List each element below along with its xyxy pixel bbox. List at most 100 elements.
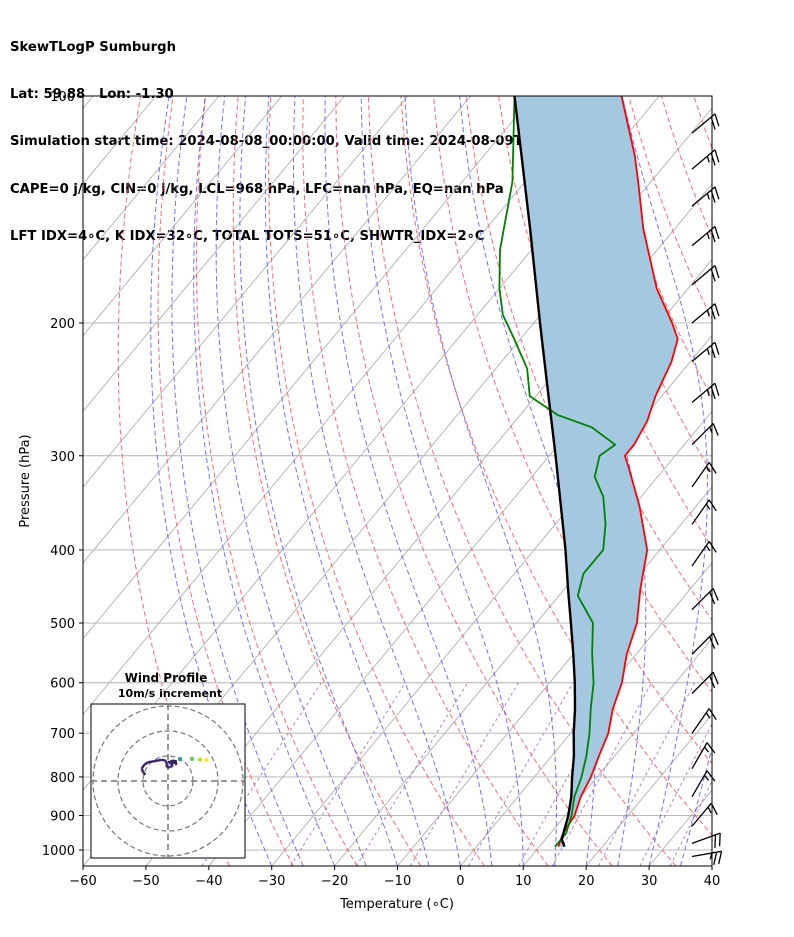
moist-adiabat <box>404 96 557 866</box>
hodograph-subtitle: 10m/s increment <box>118 687 222 700</box>
hodograph-ring <box>92 705 244 857</box>
hodograph-inset: Wind Profile 10m/s increment <box>90 671 246 859</box>
mixing-ratio-line <box>468 682 574 866</box>
barb-flag <box>712 588 719 601</box>
parcel-profile <box>513 96 577 848</box>
hodograph-trace <box>167 760 172 765</box>
hodograph-point <box>177 756 183 762</box>
barb-staff <box>691 499 710 525</box>
moist-adiabat <box>215 96 367 866</box>
isotherm-line <box>83 96 597 716</box>
barb-flag <box>708 541 717 553</box>
wind-barb <box>691 742 716 769</box>
mixing-ratio-line <box>598 682 696 866</box>
hodograph-trace <box>140 768 145 773</box>
barb-flag <box>710 152 716 166</box>
hodograph-ring <box>117 730 219 832</box>
wind-barb <box>691 226 720 247</box>
y-tick-label: 600 <box>50 677 75 692</box>
barb-flag <box>709 636 716 649</box>
barb-half-flag <box>707 806 712 814</box>
barb-half-flag <box>706 193 710 200</box>
wind-barb <box>691 832 721 848</box>
wind-barb <box>691 802 718 827</box>
x-tick-label: −20 <box>321 874 348 889</box>
dry-adiabat <box>232 96 422 866</box>
x-tick-label: 40 <box>704 874 721 889</box>
isotherm-line <box>83 96 408 488</box>
x-tick-label: 20 <box>578 874 595 889</box>
moist-adiabat <box>293 96 461 866</box>
barb-half-flag <box>705 503 711 510</box>
y-axis-label: Pressure (hPa) <box>18 434 33 527</box>
wind-barb <box>691 770 716 798</box>
barb-half-flag <box>703 774 709 781</box>
barb-half-flag <box>706 348 710 356</box>
barb-half-flag <box>705 545 711 552</box>
dry-adiabat <box>759 96 794 866</box>
moist-adiabat <box>360 96 524 866</box>
x-tick-label: −60 <box>69 874 96 889</box>
barb-flag <box>714 226 720 240</box>
barb-flag <box>709 591 716 605</box>
wind-barb <box>691 587 719 611</box>
wind-barb <box>691 462 717 488</box>
x-tick-label: 10 <box>515 874 532 889</box>
hodograph-trace <box>164 760 168 764</box>
barb-staff <box>691 770 708 798</box>
barb-flag <box>714 303 720 317</box>
wind-barb <box>691 708 717 734</box>
hodograph-trace <box>142 771 147 776</box>
x-tick-label: 0 <box>456 874 464 889</box>
hodograph-trace <box>172 759 178 763</box>
barb-flag <box>714 834 717 848</box>
isotherm-line <box>208 259 712 866</box>
hodograph-title: Wind Profile <box>125 671 208 685</box>
barb-flag <box>718 833 721 847</box>
dry-adiabat <box>693 96 712 150</box>
x-tick-label: −40 <box>195 874 222 889</box>
dry-adiabat <box>157 96 294 866</box>
isotherm-line <box>397 486 712 866</box>
hodograph-trace <box>161 758 166 762</box>
sounding-profiles <box>498 96 679 848</box>
x-axis-label: Temperature (∘C) <box>339 897 454 912</box>
isotherm-line <box>711 865 712 866</box>
instability-parameters: CAPE=0 j/kg, CIN=0 j/kg, LCL=968 hPa, LF… <box>10 181 504 197</box>
moist-adiabat <box>459 96 597 866</box>
moist-adiabat <box>150 96 273 866</box>
barb-flag <box>712 672 719 685</box>
x-tick-label: 30 <box>641 874 658 889</box>
y-tick-label: 700 <box>50 727 75 742</box>
moist-adiabat <box>171 96 304 866</box>
barb-flag <box>709 675 716 689</box>
moist-adiabat <box>324 96 493 866</box>
isotherm-line <box>145 183 712 866</box>
axes: −60 −50 −40 −30 −20 −10 0 10 20 30 40 1000 900 800 700… <box>42 90 720 889</box>
barb-flag <box>714 186 720 200</box>
barb-staff <box>691 742 708 769</box>
barb-flag <box>714 149 720 163</box>
isotherm-line <box>460 562 712 866</box>
barb-staff <box>691 850 722 858</box>
moist-adiabat <box>621 96 708 866</box>
y-tick-label: 900 <box>50 810 75 825</box>
dry-adiabat <box>367 96 677 866</box>
barb-half-flag <box>706 389 710 397</box>
x-tick-label: −50 <box>132 874 159 889</box>
y-tick-label: 800 <box>50 771 75 786</box>
moist-adiabat <box>711 864 712 866</box>
wind-barb <box>691 113 720 134</box>
hodograph-point <box>204 757 209 763</box>
barb-flag <box>710 229 716 243</box>
barb-flag <box>710 802 718 816</box>
mixing-ratio-line <box>355 682 468 866</box>
barb-flag <box>710 386 716 400</box>
wind-barb <box>691 850 723 865</box>
wind-barb <box>691 671 719 694</box>
wind-barb <box>691 382 720 404</box>
isotherm-line <box>83 96 534 640</box>
isotherm-line <box>83 96 220 261</box>
dry-adiabat <box>660 96 712 238</box>
barb-flag <box>714 342 720 355</box>
